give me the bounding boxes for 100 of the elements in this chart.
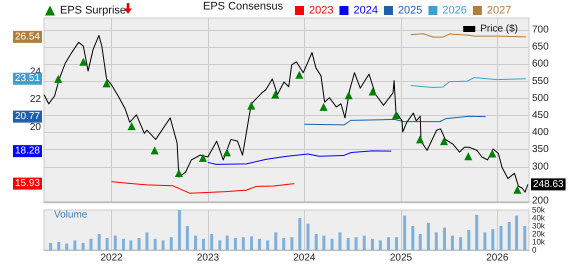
bar	[82, 242, 85, 250]
line-series	[111, 181, 295, 194]
y-tick-label: 20	[30, 122, 42, 133]
bar	[298, 218, 302, 250]
point	[344, 91, 353, 100]
point	[368, 88, 377, 96]
bar	[387, 237, 390, 250]
legend-label: 2023	[309, 4, 334, 16]
chart-title: Volume	[54, 210, 88, 220]
line-series	[410, 77, 526, 88]
y-tick-label: 15.93	[14, 178, 40, 190]
bar	[515, 216, 518, 250]
y2-tick-label: 10k	[532, 238, 546, 246]
y-tick-label: 18.28	[14, 146, 40, 157]
legend-label: 2025	[398, 4, 422, 16]
bar	[523, 226, 526, 250]
bar	[258, 238, 261, 250]
point	[416, 135, 424, 144]
bar	[129, 240, 132, 250]
bar	[162, 240, 165, 250]
x-tick-label: 2025	[390, 252, 413, 264]
point	[102, 79, 111, 88]
bar	[202, 238, 205, 250]
bar	[170, 237, 173, 250]
point	[271, 90, 280, 99]
point	[174, 168, 183, 177]
y2-tick-label: 600	[532, 58, 550, 70]
bar	[370, 238, 374, 250]
y-tick-label: 20.77	[14, 111, 40, 122]
point	[295, 70, 304, 79]
y2-tick-label: 30k	[532, 222, 546, 230]
bar	[186, 226, 189, 250]
bar	[346, 238, 350, 250]
legend-label: 2027	[486, 4, 512, 16]
point	[392, 111, 400, 120]
legend-title: EPS Consensus	[203, 0, 284, 12]
y2-tick-label: 450	[532, 110, 550, 121]
bar	[403, 216, 406, 250]
bar	[426, 222, 430, 250]
bar	[483, 232, 486, 250]
point	[54, 74, 62, 83]
bar	[362, 236, 366, 250]
bar	[242, 237, 245, 250]
x-tick-label: 2022	[100, 252, 124, 264]
bar	[306, 224, 310, 250]
bar	[250, 236, 254, 250]
bar	[434, 232, 438, 250]
bar	[508, 222, 511, 250]
bar	[475, 214, 478, 250]
y-tick-label: 22	[30, 94, 42, 106]
y2-tick-label: 350	[532, 144, 550, 156]
point	[79, 58, 88, 66]
y2-tick-label: 400	[532, 127, 550, 138]
y2-tick-label: 500	[532, 92, 550, 104]
y2-tick-label: 700	[532, 24, 550, 36]
bar	[234, 238, 237, 250]
bar	[282, 238, 286, 250]
line-series	[44, 34, 528, 193]
bar	[49, 242, 52, 250]
bar	[354, 237, 358, 250]
point	[247, 102, 256, 110]
bar	[122, 238, 125, 250]
bar	[378, 240, 382, 250]
legend-label: Price ($)	[480, 24, 518, 34]
bar	[443, 228, 446, 250]
y2-tick-label: 550	[532, 76, 550, 87]
point	[128, 122, 136, 130]
bar	[57, 242, 60, 250]
bar	[500, 226, 503, 250]
y2-tick-label: 40k	[532, 214, 546, 222]
point	[320, 102, 328, 111]
bar	[178, 210, 181, 250]
bar	[218, 240, 222, 250]
point	[222, 148, 231, 156]
x-tick-label: 2024	[293, 252, 316, 264]
point	[464, 152, 472, 160]
bar	[314, 234, 318, 250]
bar	[450, 236, 454, 250]
bar	[98, 234, 101, 250]
bar	[467, 230, 470, 250]
y2-tick-label: 300	[532, 161, 550, 172]
point	[440, 137, 448, 146]
point	[150, 146, 159, 154]
y-tick-label: 26.54	[14, 31, 40, 42]
x-tick-label: 2026	[486, 252, 509, 264]
point	[198, 154, 207, 162]
bar	[394, 237, 398, 250]
x-tick-label: 2023	[196, 252, 220, 264]
bar	[411, 226, 414, 250]
bar	[226, 236, 229, 250]
y2-tick-label: 650	[532, 42, 550, 53]
bar	[459, 237, 462, 250]
legend-label: 2024	[353, 4, 378, 16]
bar	[418, 234, 422, 250]
y2-tick-label: 248.63	[533, 178, 564, 190]
bar	[154, 238, 157, 250]
bar	[89, 238, 92, 250]
point	[488, 149, 496, 158]
point	[513, 186, 522, 194]
y2-tick-label: 200	[532, 196, 550, 206]
